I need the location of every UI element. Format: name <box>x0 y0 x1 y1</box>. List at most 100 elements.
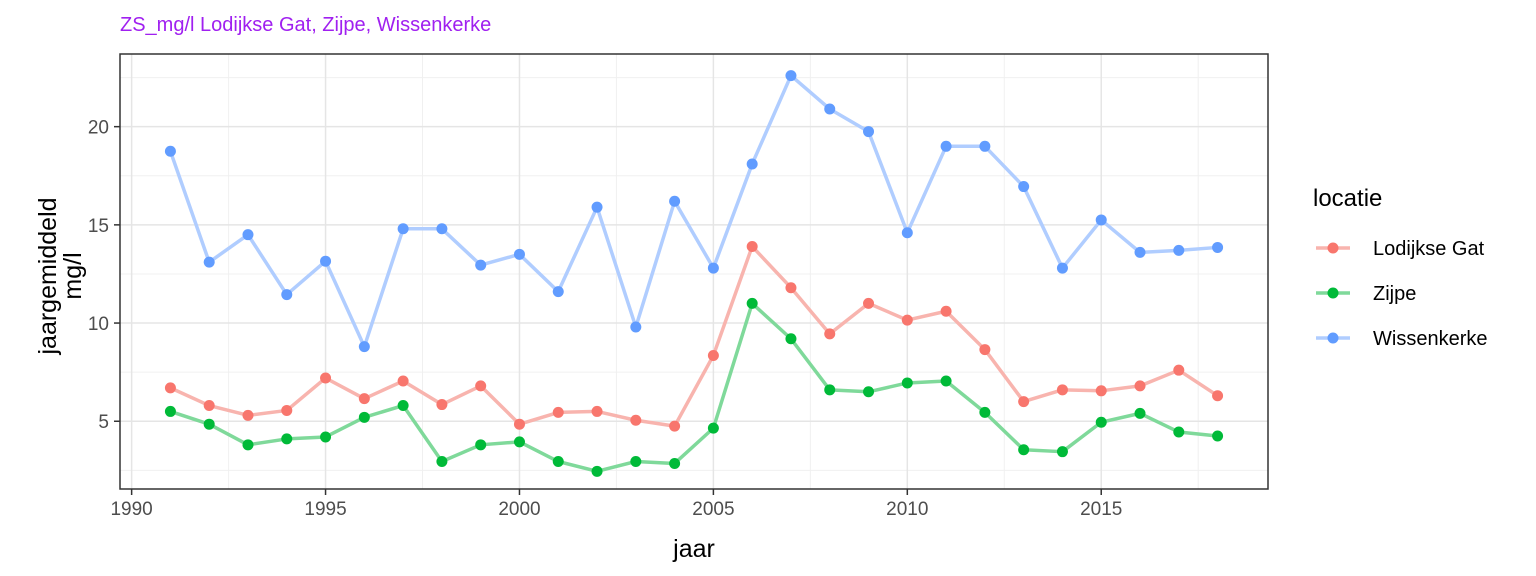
series-layer <box>164 70 1224 477</box>
y-tick-label: 5 <box>98 412 109 433</box>
x-tick-label: 1990 <box>110 499 152 520</box>
data-point <box>320 255 332 267</box>
data-point <box>591 201 603 213</box>
data-point <box>591 405 603 417</box>
series-zijpe <box>164 297 1224 477</box>
y-tick-label: 20 <box>88 118 109 139</box>
x-tick-label: 2015 <box>1080 499 1122 520</box>
data-point <box>436 399 448 411</box>
legend-key-point <box>1327 287 1339 299</box>
data-point <box>979 140 991 152</box>
series-wissenkerke <box>164 70 1224 353</box>
data-point <box>164 405 176 417</box>
data-point <box>630 456 642 468</box>
data-point <box>1134 380 1146 392</box>
data-point <box>1056 262 1068 274</box>
data-point <box>242 229 254 241</box>
data-point <box>630 321 642 333</box>
data-point <box>242 439 254 451</box>
data-point <box>358 411 370 423</box>
data-point <box>436 223 448 235</box>
series-line <box>169 244 1219 428</box>
data-point <box>863 126 875 138</box>
data-point <box>1018 444 1030 456</box>
data-point <box>901 314 913 326</box>
data-point <box>785 333 797 345</box>
data-point <box>940 375 952 387</box>
data-point <box>1173 244 1185 256</box>
data-point <box>824 384 836 396</box>
data-point <box>901 377 913 389</box>
data-point <box>979 344 991 356</box>
legend-items: Lodijkse Gat Zijpe Wissenkerke <box>1316 238 1487 350</box>
data-point <box>940 305 952 317</box>
data-point <box>707 262 719 274</box>
data-point <box>746 297 758 309</box>
data-point <box>242 409 254 421</box>
data-point <box>824 103 836 115</box>
gridlines <box>120 54 1268 489</box>
data-point <box>824 328 836 340</box>
y-axis-title: jaargemiddeld mg/l <box>34 197 87 355</box>
data-point <box>785 282 797 294</box>
data-point <box>1095 416 1107 428</box>
data-point <box>475 380 487 392</box>
data-point <box>397 375 409 387</box>
data-point <box>901 227 913 239</box>
data-point <box>203 418 215 430</box>
series-line <box>168 73 1218 349</box>
x-tick-label: 1995 <box>304 499 346 520</box>
legend: locatie Lodijkse Gat Zijpe Wissenkerke <box>1313 185 1487 350</box>
data-point <box>1173 426 1185 438</box>
data-point <box>436 456 448 468</box>
data-point <box>320 431 332 443</box>
data-point <box>979 406 991 418</box>
x-tick-label: 2000 <box>498 499 540 520</box>
legend-item: Zijpe <box>1316 283 1416 305</box>
legend-item: Wissenkerke <box>1316 328 1487 350</box>
data-point <box>164 145 176 157</box>
legend-title: locatie <box>1313 185 1382 212</box>
data-point <box>552 456 564 468</box>
data-point <box>1095 214 1107 226</box>
data-point <box>513 418 525 430</box>
data-point <box>746 240 758 252</box>
legend-key-point <box>1327 242 1339 254</box>
data-point <box>1095 385 1107 397</box>
data-point <box>358 341 370 353</box>
data-point <box>1056 384 1068 396</box>
data-point <box>1212 430 1224 442</box>
data-point <box>1056 446 1068 458</box>
data-point <box>475 439 487 451</box>
legend-label: Wissenkerke <box>1373 328 1487 350</box>
x-tick-label: 2010 <box>886 499 928 520</box>
data-point <box>281 289 293 301</box>
plot-panel-border <box>119 53 1269 490</box>
data-point <box>203 256 215 268</box>
data-point <box>203 400 215 412</box>
series-line <box>169 301 1218 474</box>
y-axis-title-line-1: jaargemiddeld <box>34 197 62 355</box>
x-axis-title: jaar <box>672 535 715 563</box>
data-point <box>863 297 875 309</box>
x-axis-ticks: 1990 1995 2000 2005 2010 2015 <box>110 489 1122 520</box>
data-point <box>320 372 332 384</box>
data-point <box>1018 396 1030 408</box>
y-axis-ticks: 5 10 15 20 <box>88 118 120 433</box>
chart-title: ZS_mg/l Lodijkse Gat, Zijpe, Wissenkerke <box>120 14 491 36</box>
data-point <box>1134 407 1146 419</box>
data-point <box>1212 390 1224 402</box>
data-point <box>397 223 409 235</box>
legend-item: Lodijkse Gat <box>1316 238 1485 260</box>
y-tick-label: 15 <box>88 216 109 237</box>
data-point <box>475 259 487 271</box>
data-point <box>863 386 875 398</box>
data-point <box>1018 181 1030 193</box>
data-point <box>281 404 293 416</box>
data-point <box>552 406 564 418</box>
data-point <box>707 349 719 361</box>
legend-label: Lodijkse Gat <box>1373 238 1485 260</box>
data-point <box>707 422 719 434</box>
y-axis-title-line-2: mg/l <box>59 252 87 299</box>
